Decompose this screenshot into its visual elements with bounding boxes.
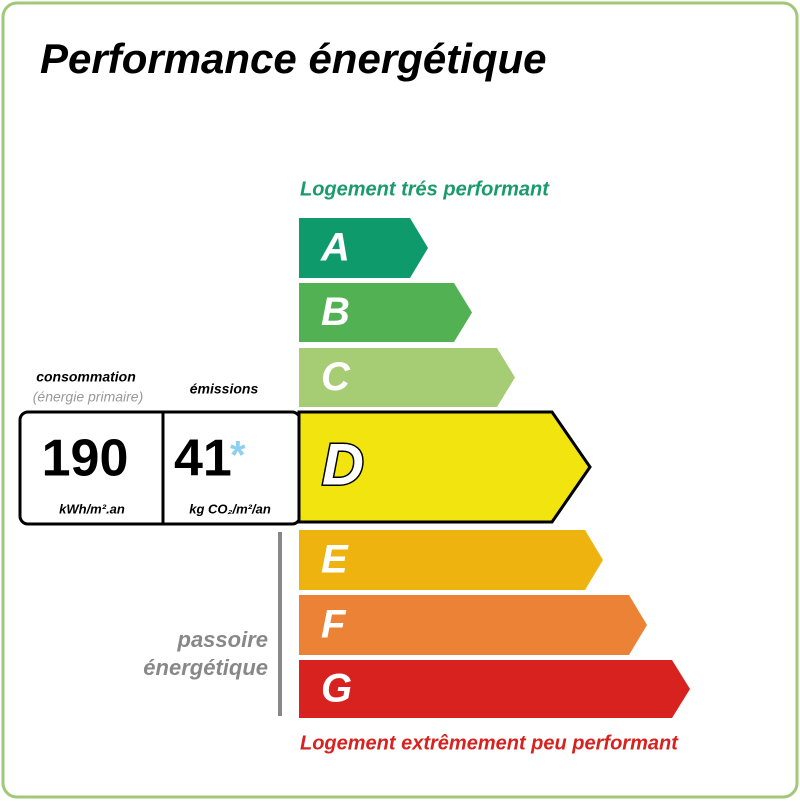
class-letter: G (321, 667, 352, 711)
passoire-line1: passoire (177, 627, 269, 652)
emissions-value: 41 (174, 430, 232, 488)
class-bar (299, 660, 690, 718)
consumption-value: 190 (42, 430, 129, 488)
emissions-label: émissions (190, 381, 259, 397)
emissions-unit: kg CO₂/m²/an (189, 501, 271, 516)
title: Performance énergétique (40, 35, 547, 82)
class-letter: A (320, 226, 350, 270)
class-letter: E (321, 538, 349, 582)
class-letter: F (321, 603, 347, 647)
class-bar (299, 530, 603, 590)
passoire-line2: énergétique (143, 655, 268, 680)
consumption-sublabel: (énergie primaire) (33, 389, 143, 405)
class-letter: D (322, 432, 364, 497)
class-letter: B (321, 290, 350, 334)
bottom-label: Logement extrêmement peu performant (300, 732, 679, 754)
class-bar (299, 348, 515, 407)
class-bar (299, 218, 428, 278)
consumption-unit: kWh/m².an (59, 501, 125, 516)
class-bar (297, 410, 592, 524)
class-letter: C (321, 355, 351, 399)
consumption-label: consommation (36, 369, 136, 385)
class-bar (299, 595, 647, 655)
class-bar (299, 283, 472, 342)
top-label: Logement trés performant (300, 178, 550, 200)
emissions-marker: * (230, 434, 246, 478)
